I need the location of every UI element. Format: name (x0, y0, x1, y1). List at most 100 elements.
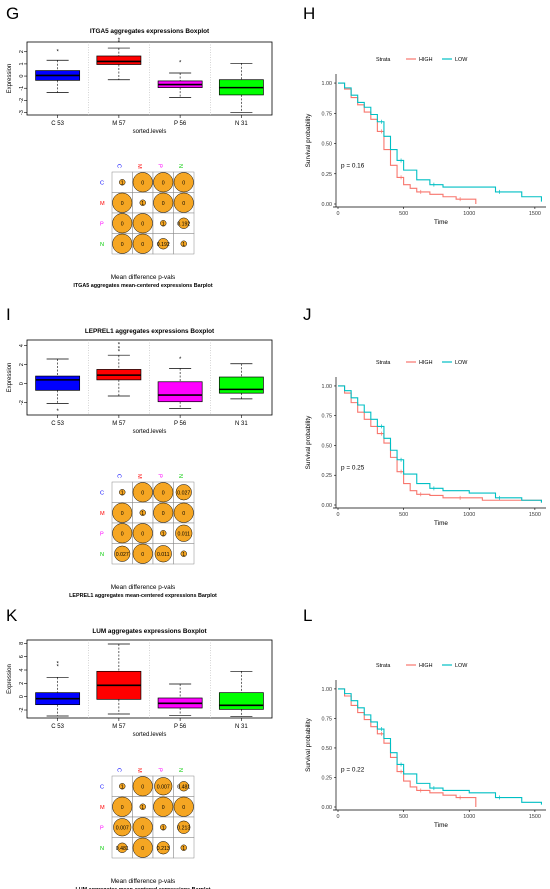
pval-circle (156, 841, 170, 855)
pval-circle (177, 820, 191, 834)
x-tick-label: 1500 (529, 512, 541, 518)
pval-value: 0 (141, 180, 144, 186)
survival-curve-high (338, 688, 477, 807)
y-tick-label: 0.50 (322, 443, 333, 449)
pval-circle (132, 523, 153, 544)
pval-value: 0.192 (177, 221, 190, 227)
boxplot-g: ITGA5 aggregates expressions Boxplot -3 -2… (7, 28, 273, 135)
pval-circle (112, 796, 133, 817)
x-tick-label: 1000 (463, 814, 475, 820)
p-value: p = 0.16 (341, 163, 365, 170)
x-tick-label: 1000 (463, 512, 475, 518)
box (218, 692, 264, 710)
y-axis-label: Expression (7, 363, 13, 393)
y-tick-label: 2 (19, 682, 25, 685)
pval-value: 1 (121, 180, 124, 186)
pval-value: 0 (141, 490, 144, 496)
outlier-point: * (118, 347, 121, 353)
x-tick-label: 1500 (529, 211, 541, 217)
matrix-row-label: N (100, 242, 104, 248)
y-tick-label: 0 (19, 75, 25, 78)
boxplot-title: LUM aggregates expressions Boxplot (92, 628, 207, 635)
pval-circle (132, 482, 153, 503)
panel-label-j: J (303, 305, 312, 324)
pval-value: 0 (141, 784, 144, 790)
panel-label-k: K (6, 606, 18, 625)
pval-value: 1 (121, 784, 124, 790)
pval-value: 0.213 (157, 846, 170, 852)
y-tick-label: 1.00 (322, 687, 333, 693)
pval-circle (160, 530, 167, 537)
pval-circle (157, 238, 169, 250)
legend-entry: LOW (455, 360, 468, 366)
x-tick-label: N 31 (235, 421, 248, 427)
matrix-row-label: M (100, 511, 105, 517)
y-axis-label: Expression (7, 664, 13, 694)
pval-circle (160, 824, 167, 831)
pval-circle (112, 192, 133, 213)
pval-circle (112, 502, 133, 523)
matrix-col-label: N (177, 164, 183, 168)
matrix-col-label: P (156, 474, 162, 478)
box (35, 375, 81, 391)
y-tick-label: 0 (19, 382, 25, 385)
pval-value: 0 (121, 242, 124, 248)
panel-label-g: G (6, 4, 20, 23)
matrix-col-label: P (156, 768, 162, 772)
matrix-row-label: N (100, 846, 104, 852)
pval-circle (173, 502, 194, 523)
pval-value: 0.192 (157, 242, 170, 248)
pval-matrix-k: C C M M P P N N 1 0 0.007 0.481 0 1 0 0 0.007 0 1 0.213 0.48… (75, 768, 210, 889)
legend-title: Strata (376, 360, 390, 366)
y-tick-label: -2 (19, 400, 25, 405)
pval-circle (112, 233, 133, 254)
matrix-row-label: M (100, 805, 105, 811)
pval-circle (154, 777, 173, 796)
y-tick-label: 6 (19, 655, 25, 658)
panel-label-i: I (6, 305, 11, 324)
x-tick-label: N 31 (235, 121, 248, 127)
x-tick-label: C 53 (51, 421, 64, 427)
x-tick-label: 1500 (529, 814, 541, 820)
x-tick-label: 0 (337, 211, 340, 217)
pval-value: 0 (162, 201, 165, 207)
y-tick-label: 0.75 (322, 716, 333, 722)
y-tick-label: 0.25 (322, 775, 333, 781)
pval-matrix-g: C C M M P P N N 1 0 0 0 0 1 0 0 0 0 1 0.192 0 0 0.192 1 Mean dif… (73, 164, 213, 289)
matrix-row-label: C (100, 180, 104, 186)
y-tick-label: 8 (19, 642, 25, 645)
y-tick-label: 0.00 (322, 202, 333, 208)
survival-curve-low (338, 688, 542, 805)
survival-curve-high (338, 385, 542, 503)
pval-circle (175, 484, 192, 501)
matrix-row-label: C (100, 784, 104, 790)
pval-circle (180, 844, 187, 851)
x-tick-label: 500 (399, 211, 408, 217)
survival-curve-high (338, 82, 477, 204)
y-tick-label: 4 (19, 668, 25, 671)
pval-circle (113, 818, 132, 837)
pval-value: 0 (141, 846, 144, 852)
y-axis-label: Expression (7, 64, 13, 94)
x-tick-label: M 57 (112, 121, 126, 127)
matrix-col-label: C (115, 474, 121, 478)
pval-value: 0 (121, 511, 124, 517)
pval-circle (132, 776, 153, 797)
y-tick-label: 1.00 (322, 384, 333, 390)
x-axis-label: sorted.levels (133, 429, 167, 435)
outlier-point: * (118, 41, 121, 47)
pval-value: 0 (121, 531, 124, 537)
x-tick-label: N 31 (235, 724, 248, 730)
y-tick-label: -2 (19, 98, 25, 103)
matrix-col-label: N (177, 768, 183, 772)
y-tick-label: 0.75 (322, 111, 333, 117)
legend-entry: LOW (455, 663, 468, 669)
pval-value: 0 (182, 511, 185, 517)
matrix-row-label: C (100, 490, 104, 496)
pval-circle (153, 172, 174, 193)
x-tick-label: 500 (399, 814, 408, 820)
x-axis-label: sorted.levels (133, 129, 167, 135)
pval-value: 0.011 (157, 552, 170, 558)
pval-value: 1 (182, 242, 185, 248)
